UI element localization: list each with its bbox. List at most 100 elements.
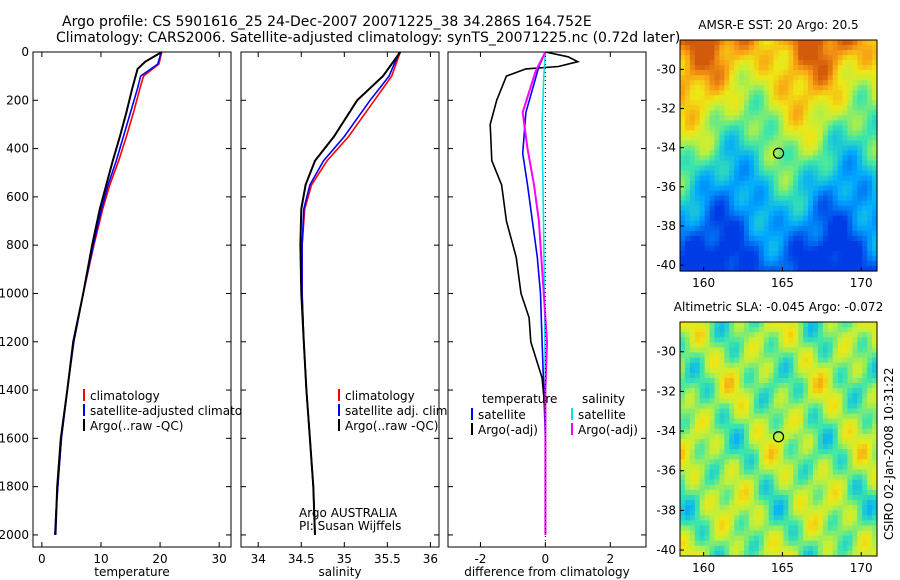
sst_map-cell (709, 85, 716, 91)
sla_map-cell (827, 510, 834, 516)
sst_map-cell (812, 170, 819, 177)
sla_map-cell (872, 398, 878, 404)
sst_map-cell (852, 150, 858, 157)
sla_map-cell (729, 464, 735, 471)
sla_map-cell (744, 383, 750, 389)
sla_map-cell (748, 327, 755, 333)
sst_map-cell (778, 255, 785, 262)
sla_map-cell (793, 322, 799, 328)
sla_map-cell (763, 383, 770, 389)
sla_map-cell (748, 474, 755, 481)
sst_map-cell (734, 60, 740, 66)
sst_map-cell (680, 120, 686, 126)
sst_map-cell (753, 110, 760, 116)
sla_map-cell (808, 413, 814, 420)
sst_map-cell (768, 75, 775, 81)
sla_map-xtick-label: 165 (771, 561, 794, 575)
sla_map-cell (763, 464, 770, 471)
sla_map-cell (817, 469, 824, 476)
sst_map-cell (729, 190, 735, 197)
sla_map-cell (714, 535, 720, 542)
sst_map-cell (827, 85, 834, 91)
sla_map-cell (694, 489, 701, 496)
sst_map-cell (763, 95, 770, 101)
sla_map-cell (857, 540, 863, 547)
salinity-legend-entry: climatology (345, 389, 415, 403)
sst_map-cell (744, 155, 750, 162)
sla_map-cell (852, 362, 858, 369)
sst_map-cell (704, 175, 711, 182)
sst_map-cell (744, 150, 750, 157)
sst_map-cell (753, 95, 760, 101)
sst_map-cell (763, 100, 770, 106)
sla_map-cell (852, 484, 858, 491)
sla_map-cell (857, 479, 863, 486)
sst_map-cell (812, 240, 819, 247)
sst_map-cell (744, 65, 750, 71)
sst_map-cell (709, 125, 716, 131)
sst_map-cell (699, 210, 706, 217)
sst_map-cell (709, 265, 716, 272)
sla_map-cell (714, 362, 720, 369)
sst_map-cell (822, 185, 829, 192)
sla_map-cell (837, 474, 844, 481)
sst_map-cell (694, 190, 701, 197)
sla_map-cell (812, 322, 819, 328)
sst_map-cell (808, 180, 814, 187)
sst_map-cell (793, 135, 799, 142)
sst_map-cell (852, 40, 858, 46)
sst_map-cell (808, 240, 814, 247)
sla_map-cell (680, 413, 686, 420)
sst_map-cell (827, 105, 834, 111)
sst_map-cell (827, 115, 834, 121)
sla_map-cell (857, 449, 863, 455)
sst_map-cell (744, 255, 750, 262)
sla_map-cell (734, 418, 740, 425)
sst_map-cell (847, 200, 853, 207)
sst_map-cell (872, 170, 878, 177)
sst_map-cell (822, 140, 829, 147)
sst_map-cell (822, 260, 829, 267)
sst_map-cell (763, 210, 770, 217)
sla_map-cell (768, 352, 775, 359)
sst_map-cell (778, 105, 785, 111)
sla_map-cell (719, 550, 725, 557)
sst_map-cell (694, 55, 701, 61)
sst_map-cell (778, 80, 785, 86)
sla_map-cell (812, 489, 819, 496)
sla_map-cell (714, 464, 720, 471)
sla_map-cell (817, 413, 824, 420)
sst_map-cell (842, 190, 849, 197)
sla_map-cell (714, 367, 720, 374)
sst_map-cell (803, 115, 809, 121)
sst_map-cell (778, 65, 785, 71)
sla_map-cell (822, 418, 829, 425)
sst_map-cell (812, 165, 819, 172)
sst_map-cell (724, 125, 730, 131)
sst_map-cell (724, 50, 730, 56)
sla_map-cell (684, 377, 691, 384)
sla_map-cell (783, 525, 789, 532)
sla_map-cell (778, 489, 785, 496)
sla_map-cell (798, 500, 804, 506)
sla_map-cell (812, 428, 819, 435)
sla_map-cell (684, 530, 691, 537)
sla_map-cell (684, 500, 691, 506)
sla_map-cell (867, 479, 873, 486)
sst_map-cell (812, 210, 819, 217)
sst_map-cell (827, 200, 834, 207)
sla_map-cell (684, 337, 691, 343)
sst_map-cell (714, 120, 720, 126)
sst_map-cell (744, 45, 750, 51)
sla_map-cell (704, 342, 711, 349)
sst_map-cell (719, 225, 725, 232)
sst_map-cell (808, 55, 814, 61)
sla_map-cell (763, 347, 770, 354)
sla_map-cell (798, 418, 804, 425)
sla_map-cell (862, 500, 868, 506)
sla_map-cell (798, 489, 804, 496)
sst_map-cell (847, 90, 853, 96)
sst_map-cell (872, 150, 878, 157)
sla_map-cell (763, 393, 770, 399)
sst_map-cell (719, 140, 725, 147)
